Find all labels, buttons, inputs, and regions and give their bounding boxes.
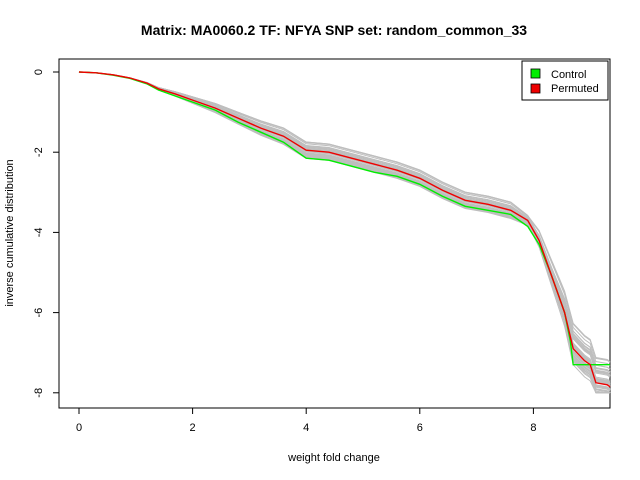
permutation-lines: [78, 71, 611, 394]
chart-title: Matrix: MA0060.2 TF: NFYA SNP set: rando…: [141, 22, 527, 38]
x-axis-label: weight fold change: [287, 452, 380, 464]
permutation-line: [78, 71, 611, 362]
permutation-line: [78, 71, 610, 394]
plot-area: [58, 58, 611, 409]
x-tick-label: 0: [76, 422, 82, 434]
legend: Control Permuted: [521, 60, 609, 101]
permutation-line: [78, 71, 611, 394]
permutation-line: [78, 71, 610, 394]
y-tick-label: -8: [33, 388, 45, 398]
permutation-line: [78, 71, 611, 363]
y-tick-label: 0: [33, 69, 45, 75]
y-tick-label: -4: [33, 228, 45, 238]
y-tick-label: -6: [33, 308, 45, 318]
series-lines: [78, 71, 611, 388]
permutation-line: [78, 71, 610, 394]
y-tick-label: -2: [33, 147, 45, 157]
legend-swatch-permuted: [530, 83, 541, 94]
permutation-line: [78, 71, 611, 394]
permutation-line: [78, 71, 610, 394]
permutation-line: [78, 71, 610, 394]
permutation-line: [78, 71, 611, 394]
y-axis-label: inverse cumulative distribution: [4, 159, 16, 306]
legend-label-control: Control: [551, 69, 586, 81]
x-tick-label: 4: [303, 422, 309, 434]
x-axis: 0 2 4 6 8: [76, 408, 536, 434]
permutation-line: [78, 71, 610, 394]
legend-box: [521, 60, 609, 101]
x-tick-label: 2: [190, 422, 196, 434]
x-tick-label: 8: [530, 422, 536, 434]
permutation-line: [78, 71, 610, 394]
legend-swatch-control: [530, 68, 541, 79]
permutation-line: [78, 71, 611, 394]
permutation-line: [78, 71, 611, 366]
permutation-line: [78, 71, 611, 394]
permutation-line: [78, 71, 611, 374]
x-tick-label: 6: [417, 422, 423, 434]
series-line-permuted: [78, 71, 611, 388]
y-axis: 0 -2 -4 -6 -8: [33, 69, 59, 398]
legend-label-permuted: Permuted: [551, 83, 599, 95]
